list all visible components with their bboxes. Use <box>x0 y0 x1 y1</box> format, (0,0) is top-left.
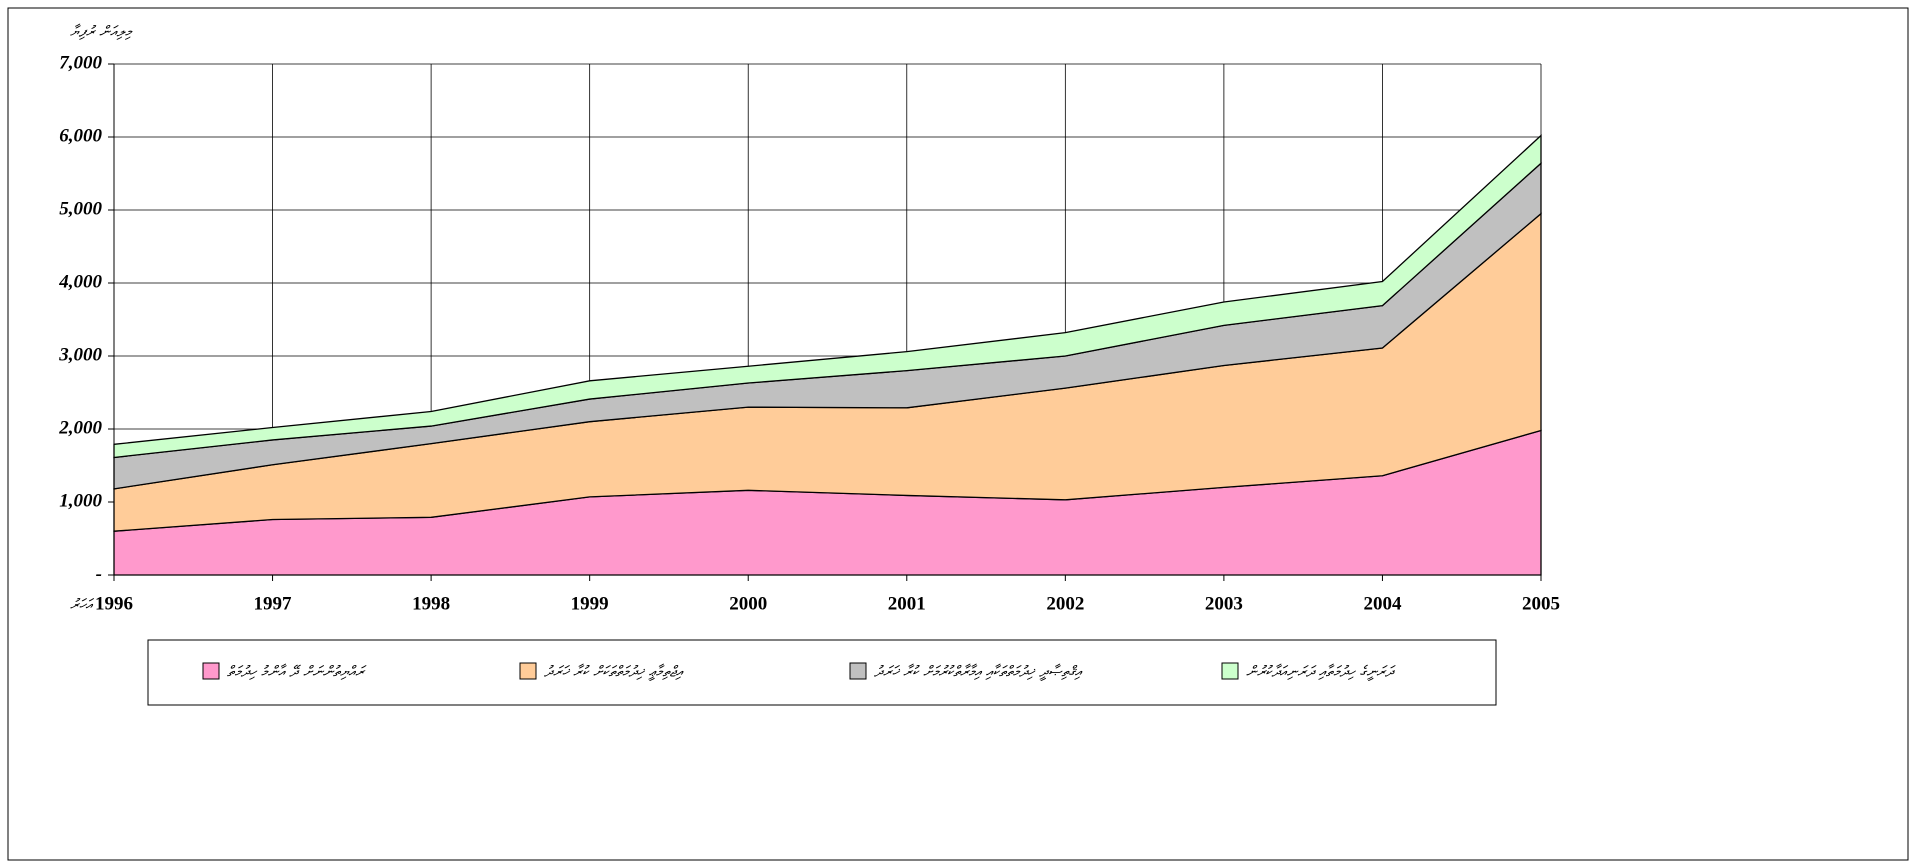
legend-swatch <box>1221 662 1239 680</box>
x-tick-label: 2002 <box>1046 593 1084 614</box>
x-axis-label: އަހަރު <box>70 596 94 614</box>
legend-label: އިޖްތިމާޢީ ޚިދުމަތްތަކަށް ކުރާ ޚަރަދު <box>543 663 684 682</box>
legend-swatch <box>519 662 537 680</box>
x-tick-label: 2004 <box>1363 593 1402 614</box>
y-axis-label: މިލިއަން ރުފިޔާ <box>70 23 133 41</box>
y-tick-label: 1,000 <box>59 490 102 511</box>
x-tick-label: 1996 <box>95 593 133 614</box>
x-tick-label: 2001 <box>888 593 926 614</box>
x-tick-label: 2005 <box>1522 593 1560 614</box>
y-tick-label: 2,000 <box>58 417 102 438</box>
y-tick-label: 6,000 <box>59 125 102 146</box>
legend-label: ރައްޔިތުންނަށް ދޭ އާންމު ހިދުމަތް <box>227 663 366 681</box>
y-tick-label: 5,000 <box>59 198 102 219</box>
y-tick-label: 3,000 <box>58 344 102 365</box>
x-tick-label: 1999 <box>571 593 609 614</box>
chart-border <box>7 7 1909 861</box>
legend-swatch <box>849 662 867 680</box>
x-tick-label: 1997 <box>254 593 293 614</box>
y-tick-label: 4,000 <box>58 271 102 292</box>
legend-label: ދަރަނީގެ ހިދުމަތާއި ދަރަނިއަދާކުރުން <box>1246 663 1396 682</box>
x-tick-label: 2003 <box>1205 593 1243 614</box>
y-tick-label: 7,000 <box>59 52 102 73</box>
legend-label: އިޤްތިޞާދީ ޚިދުމަތްތަކާއި އިމާރާތްކުރުމަ… <box>873 663 1083 682</box>
y-tick-label: - <box>96 563 102 584</box>
legend-swatch <box>202 662 220 680</box>
legend-box <box>147 639 1497 706</box>
area <box>113 134 1542 459</box>
x-tick-label: 1998 <box>412 593 450 614</box>
x-tick-label: 2000 <box>729 593 767 614</box>
